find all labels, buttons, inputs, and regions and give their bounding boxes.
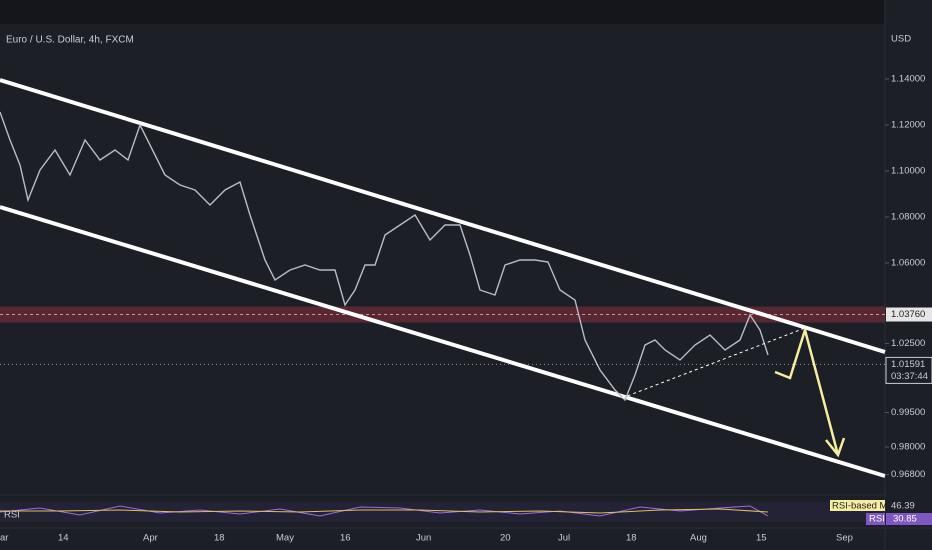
time-label: Sep xyxy=(836,533,853,544)
rsi-value-tag xyxy=(886,513,932,525)
price-tick-label: 1.10000 xyxy=(891,166,925,177)
price-tick-label: 1.08000 xyxy=(891,212,925,223)
channel-lower xyxy=(0,205,886,478)
time-label: ar xyxy=(0,533,8,544)
current-price-label: 1.01591 xyxy=(891,359,925,370)
level-tag xyxy=(886,307,932,322)
time-label: 15 xyxy=(756,533,767,544)
rsi-label: RSI xyxy=(4,510,20,521)
rsi-ma-tag xyxy=(830,500,885,511)
resistance-zone xyxy=(0,306,885,323)
symbol-title: Euro / U.S. Dollar, 4h, FXCM xyxy=(6,35,134,46)
price-tick-label: 1.06000 xyxy=(891,258,925,269)
rsi-value: 30.85 xyxy=(893,514,917,525)
time-label: 18 xyxy=(626,533,637,544)
price-tick-label: 1.02500 xyxy=(891,338,925,349)
time-label: Aug xyxy=(690,533,707,544)
level-label: 1.03760 xyxy=(891,309,925,320)
rsi-tag xyxy=(866,513,885,525)
rsi-ma-line xyxy=(0,508,769,514)
rsi-band xyxy=(0,502,885,522)
time-label: 18 xyxy=(214,533,225,544)
time-label: 20 xyxy=(500,533,511,544)
time-label: Jul xyxy=(558,533,570,544)
price-tick-label: 1.14000 xyxy=(891,74,925,85)
currency: USD xyxy=(891,34,911,45)
current-price-tag xyxy=(885,356,932,384)
time-label: May xyxy=(276,533,294,544)
rsi-value-label: RSI xyxy=(869,514,885,525)
trend-dashed xyxy=(621,327,806,399)
rsi-ma-value: 46.39 xyxy=(891,501,915,512)
price-tick-label: 1.12000 xyxy=(891,120,925,131)
zone-band xyxy=(0,306,885,323)
top-strip xyxy=(0,0,885,24)
countdown: 03:37:44 xyxy=(891,371,928,382)
price-tick-label: 0.98000 xyxy=(891,442,925,453)
time-label: Apr xyxy=(143,533,158,544)
price-tick-label: 0.96800 xyxy=(891,469,925,480)
arrow-head xyxy=(825,437,846,458)
projection-arrow xyxy=(774,325,840,456)
time-label: 16 xyxy=(340,533,351,544)
time-label: 14 xyxy=(58,533,69,544)
price-tick-label: 0.99500 xyxy=(891,407,925,418)
rsi-ma-label: RSI-based MA xyxy=(832,501,894,512)
time-label: Jun xyxy=(416,533,431,544)
price-path xyxy=(0,111,769,402)
channel-upper xyxy=(0,78,886,354)
